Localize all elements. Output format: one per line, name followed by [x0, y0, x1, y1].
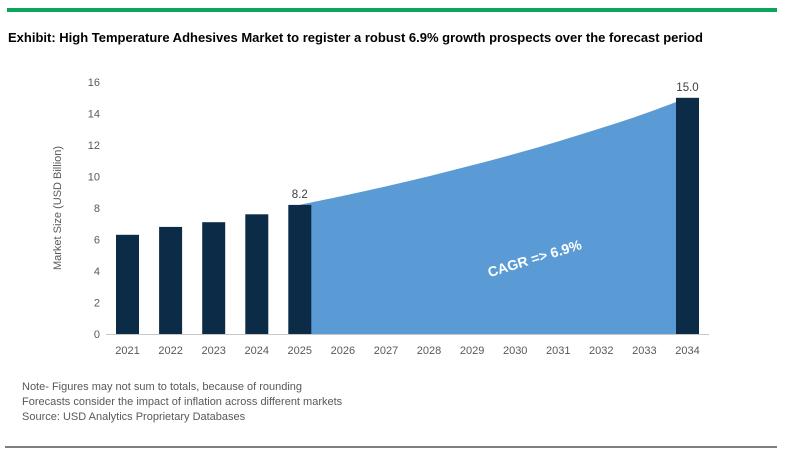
y-tick-label-12: 12 — [88, 140, 100, 152]
x-tick-label-2028: 2028 — [417, 345, 441, 357]
chart-exhibit-title: Exhibit: High Temperature Adhesives Mark… — [8, 30, 703, 45]
y-tick-label-16: 16 — [88, 77, 100, 89]
data-label-2025: 8.2 — [292, 189, 308, 201]
footnote-rounding: Note- Figures may not sum to totals, bec… — [22, 381, 303, 393]
x-tick-label-2034: 2034 — [675, 345, 699, 357]
y-axis-title: Market Size (USD Billion) — [52, 146, 64, 270]
bar-2021 — [116, 234, 139, 334]
x-tick-label-2027: 2027 — [374, 345, 398, 357]
x-tick-label-2033: 2033 — [632, 345, 656, 357]
x-tick-label-2025: 2025 — [288, 345, 312, 357]
y-tick-label-2: 2 — [94, 298, 100, 310]
y-tick-label-8: 8 — [94, 203, 100, 215]
x-tick-label-2029: 2029 — [460, 345, 484, 357]
x-tick-label-2032: 2032 — [589, 345, 613, 357]
y-tick-label-10: 10 — [88, 172, 100, 184]
x-tick-label-2031: 2031 — [546, 345, 570, 357]
x-tick-label-2030: 2030 — [503, 345, 527, 357]
x-tick-label-2022: 2022 — [158, 345, 182, 357]
footnote-inflation: Forecasts consider the impact of inflati… — [22, 396, 343, 408]
x-tick-label-2023: 2023 — [201, 345, 225, 357]
x-tick-label-2026: 2026 — [331, 345, 355, 357]
bar-2024 — [245, 214, 269, 334]
footnotes: Note- Figures may not sum to totals, bec… — [22, 380, 342, 425]
y-tick-label-6: 6 — [94, 235, 100, 247]
y-tick-label-0: 0 — [94, 329, 100, 341]
bar-2022 — [159, 226, 183, 334]
y-tick-label-4: 4 — [94, 266, 100, 278]
x-tick-label-2021: 2021 — [115, 345, 139, 357]
data-label-2034: 15.0 — [676, 82, 698, 94]
accent-top-bar — [7, 8, 777, 12]
forecast-area — [299, 97, 688, 334]
x-tick-label-2024: 2024 — [245, 345, 269, 357]
bar-2034 — [676, 97, 699, 335]
footnote-source: Source: USD Analytics Proprietary Databa… — [22, 411, 246, 423]
bottom-divider — [5, 446, 777, 448]
bar-2023 — [202, 222, 226, 334]
y-tick-label-14: 14 — [88, 109, 100, 121]
bar-2025 — [288, 204, 312, 334]
